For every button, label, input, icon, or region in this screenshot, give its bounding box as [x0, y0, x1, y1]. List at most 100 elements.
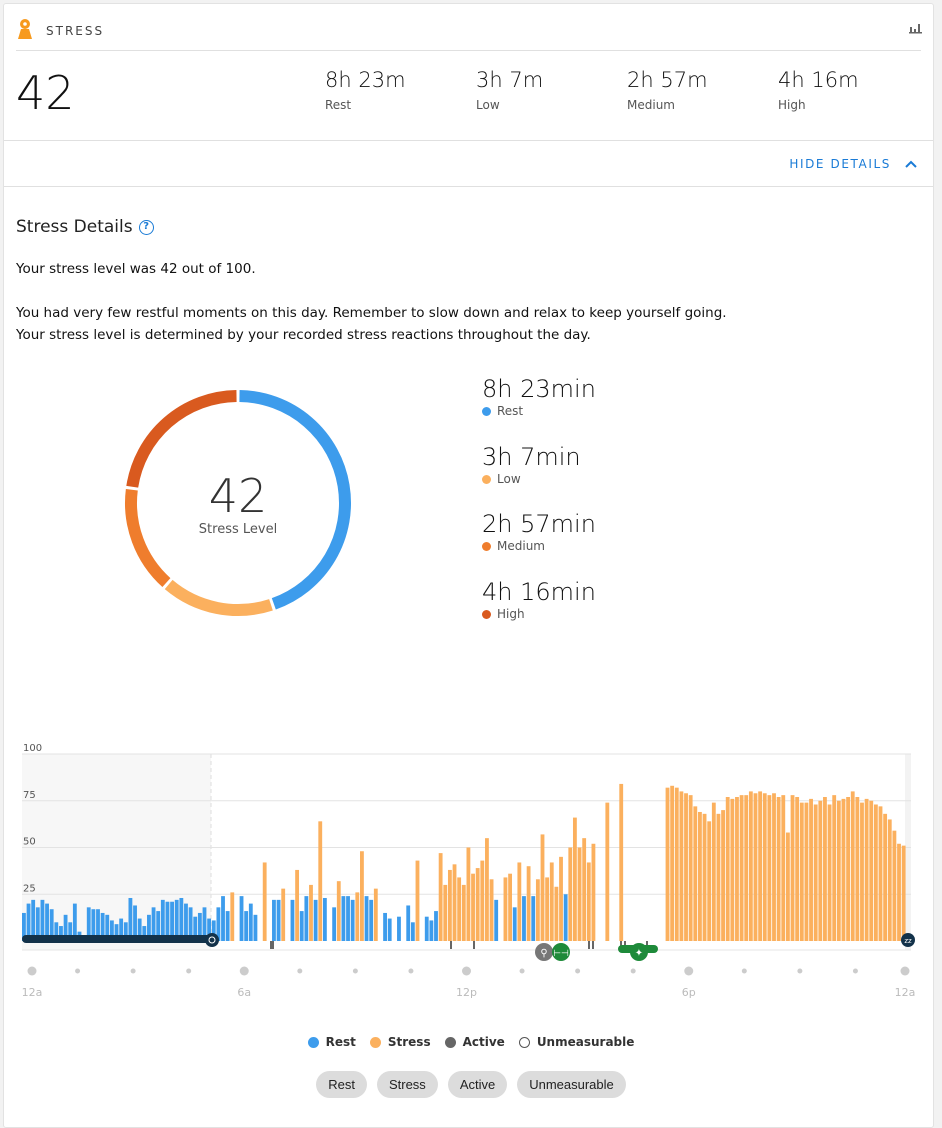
stress-bar	[22, 912, 26, 941]
stress-bar	[179, 897, 184, 941]
stress-bar	[295, 869, 300, 941]
chevron-up-icon	[905, 160, 917, 168]
hour-dot	[741, 968, 747, 974]
stress-bar	[383, 912, 387, 941]
legend-rest: 8h 23min Rest	[482, 375, 596, 443]
person-stress-icon	[18, 19, 32, 39]
stress-bar	[313, 899, 318, 941]
legend-value: 4h 16min	[482, 578, 596, 606]
donut-segment-rest	[239, 390, 351, 610]
active-tick	[450, 941, 452, 949]
stress-bar	[526, 866, 531, 941]
stress-bar	[693, 806, 698, 941]
stress-bar	[813, 804, 818, 941]
alarm-icon[interactable]	[205, 933, 219, 947]
walking-activity-icon[interactable]	[535, 943, 553, 961]
x-tick-label: 12a	[22, 986, 43, 999]
stress-bar	[471, 873, 475, 941]
active-tick	[592, 941, 594, 949]
bar-chart-icon[interactable]	[909, 22, 923, 34]
stress-bar	[549, 862, 554, 941]
stress-bar	[452, 864, 457, 941]
stress-bar	[735, 797, 739, 941]
stress-bar	[832, 795, 837, 941]
stress-bar	[109, 920, 114, 941]
filter-active-button[interactable]: Active	[447, 1071, 508, 1098]
stress-bar	[429, 920, 434, 941]
hide-details-button[interactable]: HIDE DETAILS	[789, 157, 917, 171]
hour-dot	[239, 966, 249, 976]
running-activity-icon[interactable]	[630, 943, 648, 961]
stress-bar	[897, 843, 901, 941]
stress-bar	[160, 899, 165, 941]
stress-bar	[795, 797, 800, 941]
stress-bar	[730, 798, 735, 941]
legend-item-active: Active	[444, 1035, 505, 1049]
stress-bar	[59, 926, 63, 941]
stress-bar	[86, 907, 91, 941]
strength-activity-icon[interactable]	[552, 943, 570, 961]
filter-pills: Rest Stress Active Unmeasurable	[0, 1071, 942, 1098]
stress-bar	[535, 879, 540, 941]
stress-bar	[823, 797, 827, 941]
filter-stress-button[interactable]: Stress	[376, 1071, 438, 1098]
donut-segment-high	[126, 390, 237, 488]
stress-bar	[878, 806, 883, 941]
x-tick-label: 12p	[456, 986, 477, 999]
stress-bar	[387, 918, 392, 941]
stress-bar	[424, 916, 429, 941]
card-title: STRESS	[46, 24, 105, 38]
stress-bar	[123, 922, 128, 941]
stress-bar	[836, 800, 841, 941]
duration-legend: 8h 23min Rest 3h 7min Low 2h 57min Medium 4…	[482, 375, 596, 621]
stress-bar	[309, 884, 313, 941]
stress-bar	[767, 795, 772, 941]
active-tick	[272, 941, 274, 949]
stress-bar	[346, 896, 350, 941]
sleep-zz-icon[interactable]	[901, 933, 915, 947]
legend-value: 8h 23min	[482, 375, 596, 403]
stress-bar	[698, 811, 702, 941]
svg-text:⚲: ⚲	[540, 948, 547, 959]
stress-bar	[397, 916, 401, 941]
unmeasurable-dot-icon	[518, 1036, 530, 1048]
stress-bar	[809, 798, 813, 941]
summary-value: 4h 16m	[778, 68, 859, 92]
stress-bar	[785, 832, 790, 941]
svg-text:✦: ✦	[635, 948, 643, 959]
summary-rest: 8h 23m Rest	[325, 68, 406, 112]
stress-bar	[605, 802, 610, 941]
filter-unmeasurable-button[interactable]: Unmeasurable	[517, 1071, 626, 1098]
stress-bar	[762, 793, 767, 941]
stress-bar	[35, 907, 40, 941]
rest-dot-icon	[307, 1036, 319, 1048]
stress-bar	[688, 795, 693, 941]
stress-bar	[531, 896, 536, 941]
stress-bar	[253, 914, 258, 941]
stress-bar	[225, 911, 230, 941]
help-icon[interactable]: ?	[138, 219, 154, 235]
stress-bar	[276, 899, 281, 941]
medium-dot-icon	[482, 541, 491, 551]
legend-label: Low	[497, 472, 521, 486]
stress-bar	[461, 884, 466, 941]
hour-dot	[462, 966, 471, 976]
legend-label: Medium	[497, 539, 545, 553]
stress-bar	[211, 920, 216, 941]
stress-bar	[892, 830, 897, 941]
hour-dot	[630, 968, 636, 974]
donut-center: 42 Stress Level	[178, 470, 298, 537]
active-tick	[270, 941, 272, 949]
donut-segment-low	[164, 579, 273, 616]
stress-bar	[577, 847, 582, 941]
stress-dot-icon	[369, 1036, 381, 1048]
legend-item-unmeasurable: Unmeasurable	[518, 1035, 634, 1049]
legend-low: 3h 7min Low	[482, 443, 596, 510]
hour-dot	[130, 968, 136, 974]
legend-medium: 2h 57min Medium	[482, 510, 596, 578]
filter-rest-button[interactable]: Rest	[316, 1071, 367, 1098]
stress-bar	[91, 909, 96, 941]
stress-bar	[563, 894, 568, 941]
stress-bar	[457, 877, 462, 941]
hour-dot	[519, 968, 525, 974]
